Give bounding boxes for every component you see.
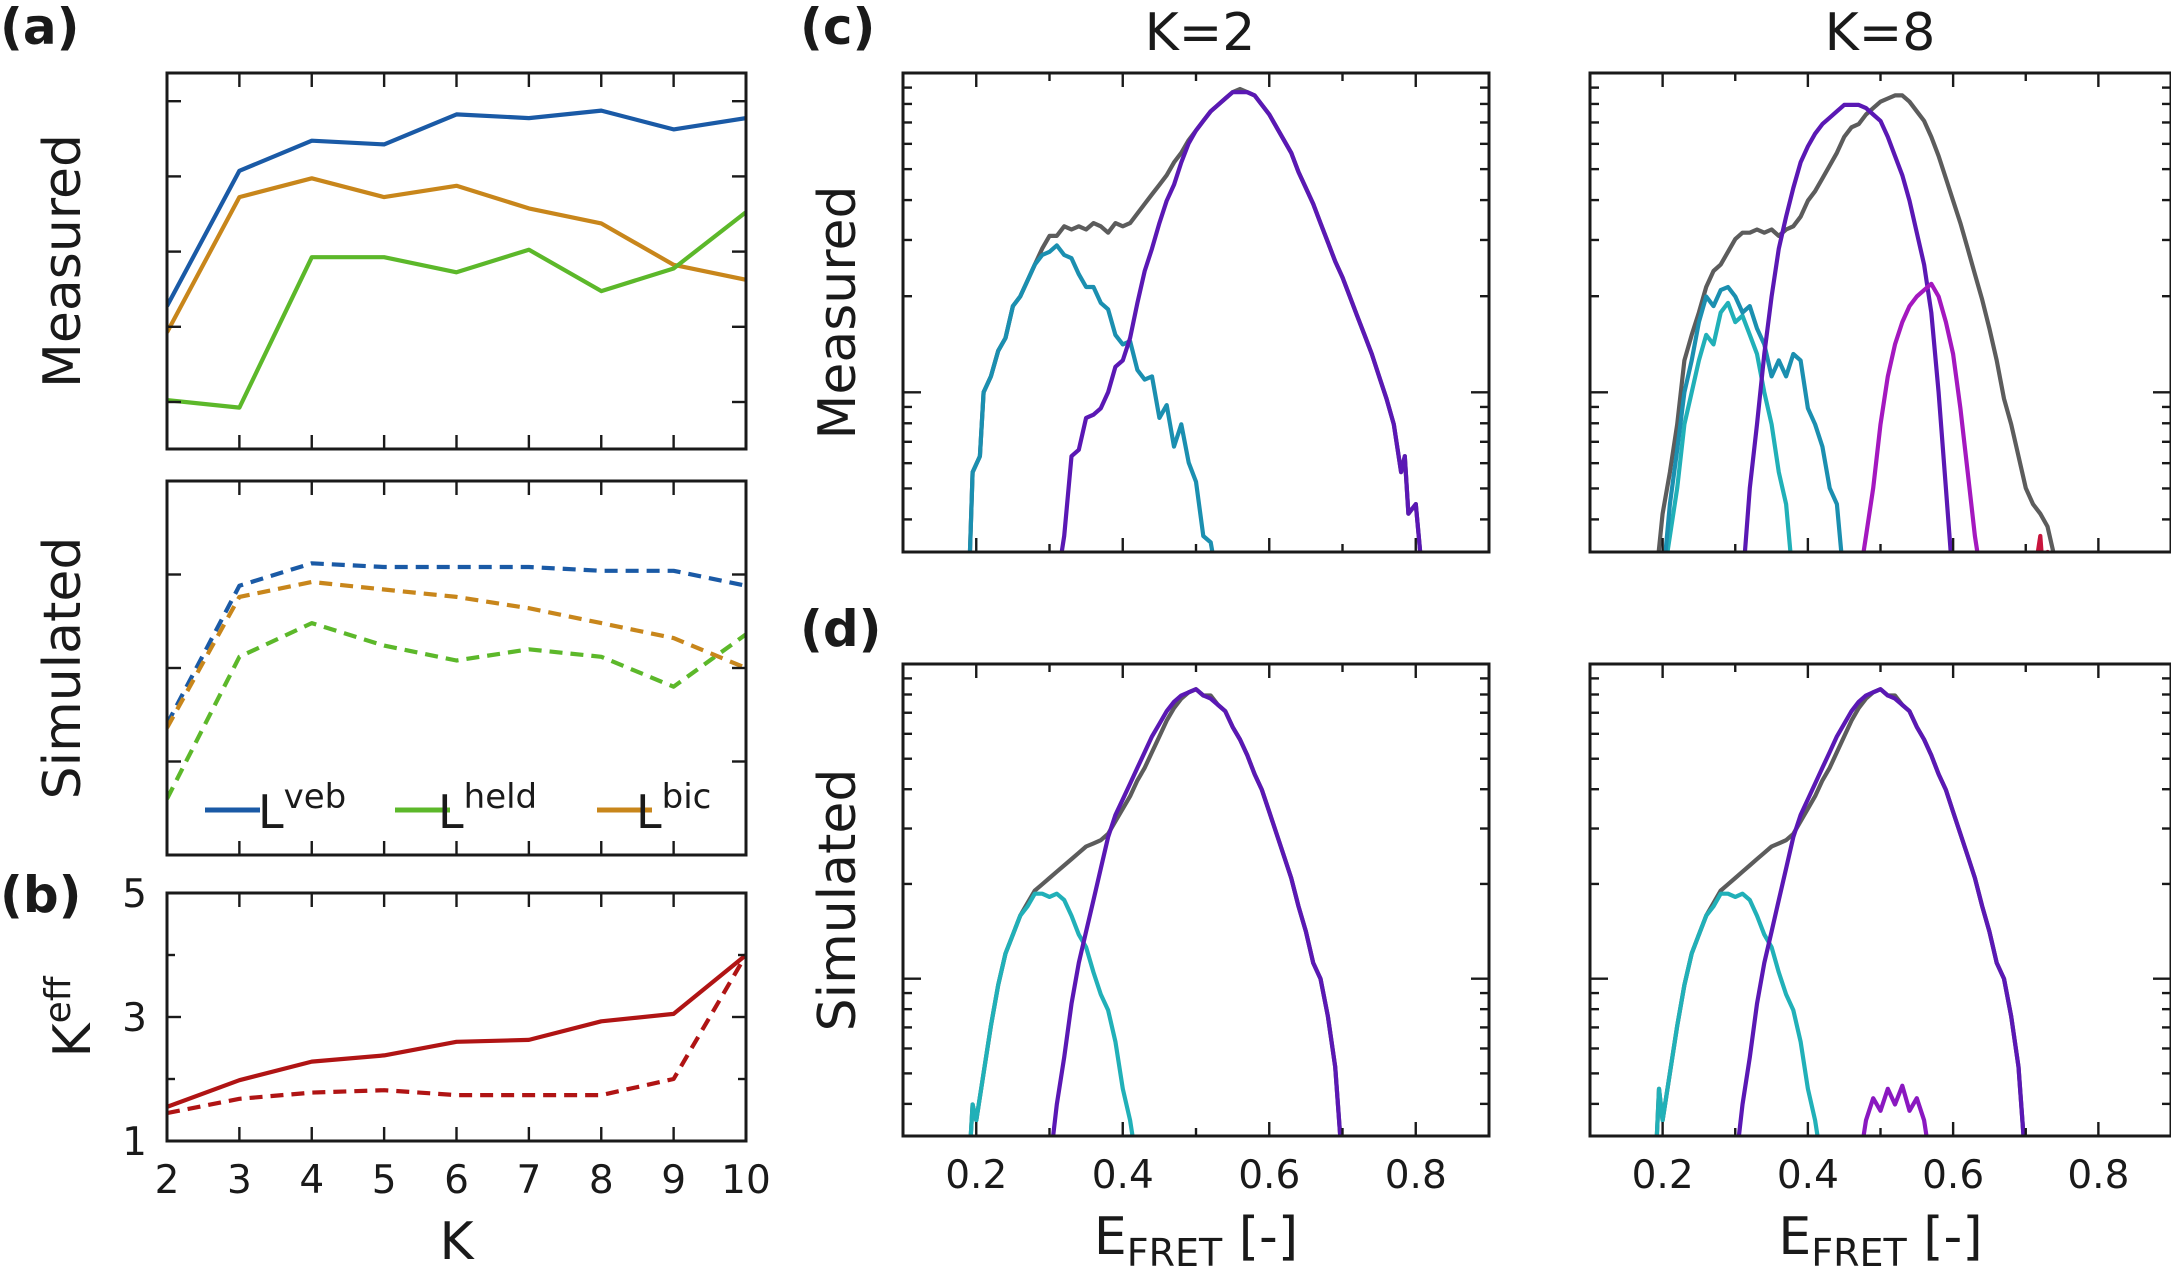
chart-c-k2: Measured bbox=[808, 71, 1491, 554]
series-line-total bbox=[968, 687, 1343, 1136]
panel-label-b: (b) bbox=[0, 866, 82, 924]
y-axis-label: Keff bbox=[38, 975, 103, 1057]
x-tick-label: 2 bbox=[155, 1158, 180, 1203]
y-tick-label: 5 bbox=[122, 872, 147, 917]
legend-label-held: Lheld bbox=[438, 777, 537, 839]
chart-d-k2: 0.2 0.4 0.6 0.8 Simulated EFRET [-] bbox=[808, 662, 1491, 1275]
series-line-high bbox=[1051, 687, 1343, 1136]
y-axis-label: Measured bbox=[33, 134, 93, 388]
series-line-total bbox=[1654, 687, 2026, 1136]
series-line-high bbox=[1059, 90, 1423, 552]
series-line-low bbox=[1663, 284, 1844, 552]
panel-label-c: (c) bbox=[800, 0, 875, 56]
series-line-mid bbox=[1861, 1083, 1929, 1136]
series-line-total bbox=[1656, 93, 2056, 552]
x-tick-label: 0.6 bbox=[1922, 1153, 1984, 1198]
x-tick-label: 7 bbox=[516, 1158, 541, 1203]
series-line-high bbox=[1736, 687, 2026, 1136]
series-line-low_alt bbox=[1665, 300, 1793, 552]
series-line-low_alt bbox=[1654, 891, 1820, 1136]
series-line-held bbox=[167, 210, 746, 410]
series-line-tail bbox=[2035, 533, 2050, 552]
x-tick-label: 3 bbox=[227, 1158, 252, 1203]
x-tick-label: 0.2 bbox=[1632, 1153, 1694, 1198]
axes-frame bbox=[1588, 662, 2171, 1138]
x-tick-label: 0.6 bbox=[1238, 1153, 1300, 1198]
series-line-low_alt bbox=[968, 891, 1135, 1136]
series-line-held bbox=[167, 620, 746, 800]
x-tick-label: 9 bbox=[661, 1158, 686, 1203]
x-axis-label: K bbox=[439, 1212, 475, 1272]
x-tick-label: 10 bbox=[721, 1158, 771, 1203]
x-tick-label: 6 bbox=[444, 1158, 469, 1203]
x-tick-label: 0.4 bbox=[1092, 1153, 1154, 1198]
y-axis-label: Simulated bbox=[808, 769, 868, 1032]
series-line-total bbox=[967, 86, 1423, 552]
series-line-high bbox=[1742, 102, 1953, 552]
chart-k-eff: 1 3 5 2 3 4 5 6 7 8 9 10 Keff K bbox=[38, 872, 771, 1272]
panel-label-d: (d) bbox=[800, 600, 882, 658]
x-tick-label: 0.2 bbox=[945, 1153, 1007, 1198]
y-tick-label: 3 bbox=[122, 996, 147, 1041]
column-title-k8: K=8 bbox=[1825, 3, 1936, 63]
series-line-veb bbox=[167, 108, 746, 308]
x-axis-label: EFRET [-] bbox=[1094, 1207, 1298, 1275]
x-tick-label: 8 bbox=[589, 1158, 614, 1203]
y-tick-label: 1 bbox=[122, 1120, 147, 1165]
chart-simulated-l: Simulated Lveb Lheld Lbic bbox=[33, 479, 748, 857]
x-tick-label: 5 bbox=[372, 1158, 397, 1203]
x-tick-label: 0.8 bbox=[2067, 1153, 2129, 1198]
y-axis-label: Measured bbox=[808, 185, 868, 439]
column-title-k2: K=2 bbox=[1145, 3, 1256, 63]
series-line-simulated bbox=[167, 953, 746, 1116]
series-line-measured bbox=[167, 953, 746, 1109]
chart-measured-l: Measured bbox=[33, 71, 748, 451]
panel-label-a: (a) bbox=[0, 0, 79, 56]
axes-frame bbox=[165, 71, 748, 451]
series-line-low bbox=[967, 243, 1215, 552]
y-axis-label: Simulated bbox=[33, 537, 93, 800]
axes-frame bbox=[901, 662, 1491, 1138]
series-line-mid bbox=[1861, 281, 1980, 552]
x-tick-label: 4 bbox=[299, 1158, 324, 1203]
chart-c-k8 bbox=[1588, 71, 2171, 554]
legend-label-bic: Lbic bbox=[636, 777, 711, 839]
series-line-bic bbox=[167, 176, 746, 334]
series-line-bic bbox=[167, 579, 746, 729]
x-tick-label: 0.4 bbox=[1777, 1153, 1839, 1198]
series-line-veb bbox=[167, 561, 746, 726]
x-axis-label: EFRET [-] bbox=[1778, 1207, 1982, 1275]
chart-d-k8: 0.2 0.4 0.6 0.8 EFRET [-] bbox=[1588, 662, 2171, 1275]
legend-label-veb: Lveb bbox=[258, 777, 346, 839]
x-tick-label: 0.8 bbox=[1385, 1153, 1447, 1198]
